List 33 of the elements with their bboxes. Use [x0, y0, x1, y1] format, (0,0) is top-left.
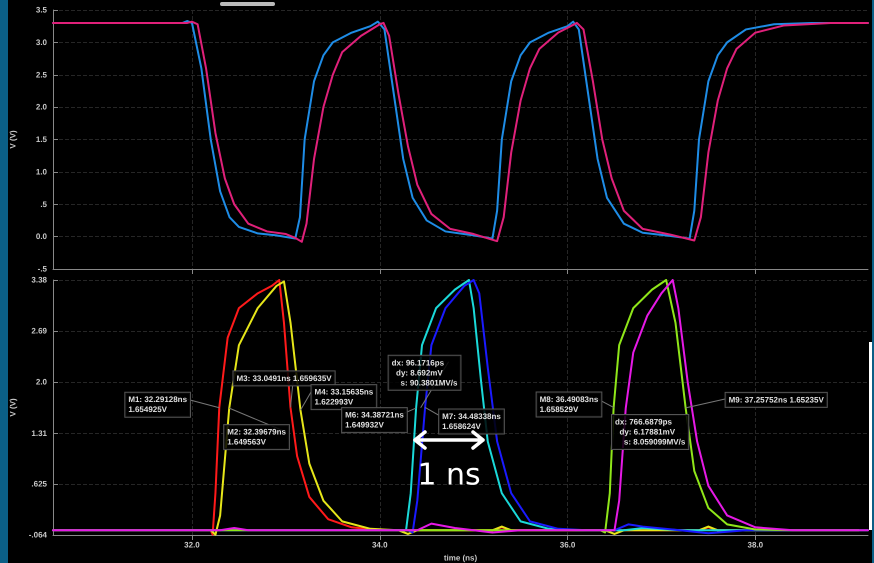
annotation: M6: 34.38721ns 1.649932V [345, 410, 404, 430]
y-tick-label: 3.0 [36, 38, 48, 47]
x-axis-title: time (ns) [444, 553, 478, 562]
y-tick-label: 2.5 [36, 70, 48, 80]
annotation: M2: 32.39679ns 1.649563V [227, 428, 286, 447]
x-tick-label: 38.0 [748, 540, 764, 550]
annotation: M3: 33.0491ns 1.659635V [236, 374, 332, 383]
y-tick-label: 3.5 [36, 6, 48, 14]
y-tick-label: 1.31 [31, 428, 48, 438]
y-axis-title: V (V) [8, 130, 18, 149]
annotation: M9: 37.25752ns 1.65235V [728, 395, 824, 404]
annotation: M7: 34.48338ns 1.658624V [442, 412, 502, 431]
annotation: dx: 766.6879ps dy: 6.17881mV s: 8.059099MV/s [615, 418, 686, 446]
y-tick-label: 3.38 [31, 276, 48, 284]
y-tick-label: 2.0 [36, 378, 48, 387]
y-tick-label: 1.0 [36, 167, 48, 176]
y-tick-label: -.064 [28, 530, 48, 540]
annotation: M1: 32.29128ns 1.654925V [128, 395, 188, 414]
y-tick-label: 2.69 [31, 326, 48, 336]
y-axis-title: V (V) [8, 398, 18, 417]
x-tick-label: 34.0 [372, 540, 388, 550]
y-tick-label: 0.0 [36, 232, 48, 242]
annotation: M8: 36.49083ns 1.658529V [540, 394, 599, 414]
annotation: M4: 33.15635ns 1.622993V [314, 388, 374, 407]
y-tick-label: .625 [31, 479, 48, 488]
annotation: dx: 96.1716ps dy: 8.692mV s: 90.3801MV/s [392, 358, 458, 388]
y-tick-label: -.5 [38, 264, 48, 274]
y-tick-label: 1.5 [36, 135, 48, 144]
x-tick-label: 32.0 [184, 540, 200, 550]
annotation: 1 ns [417, 458, 481, 492]
y-tick-label: 2.0 [36, 102, 48, 112]
y-tick-label: .5 [40, 200, 48, 209]
x-tick-label: 36.0 [560, 540, 576, 550]
